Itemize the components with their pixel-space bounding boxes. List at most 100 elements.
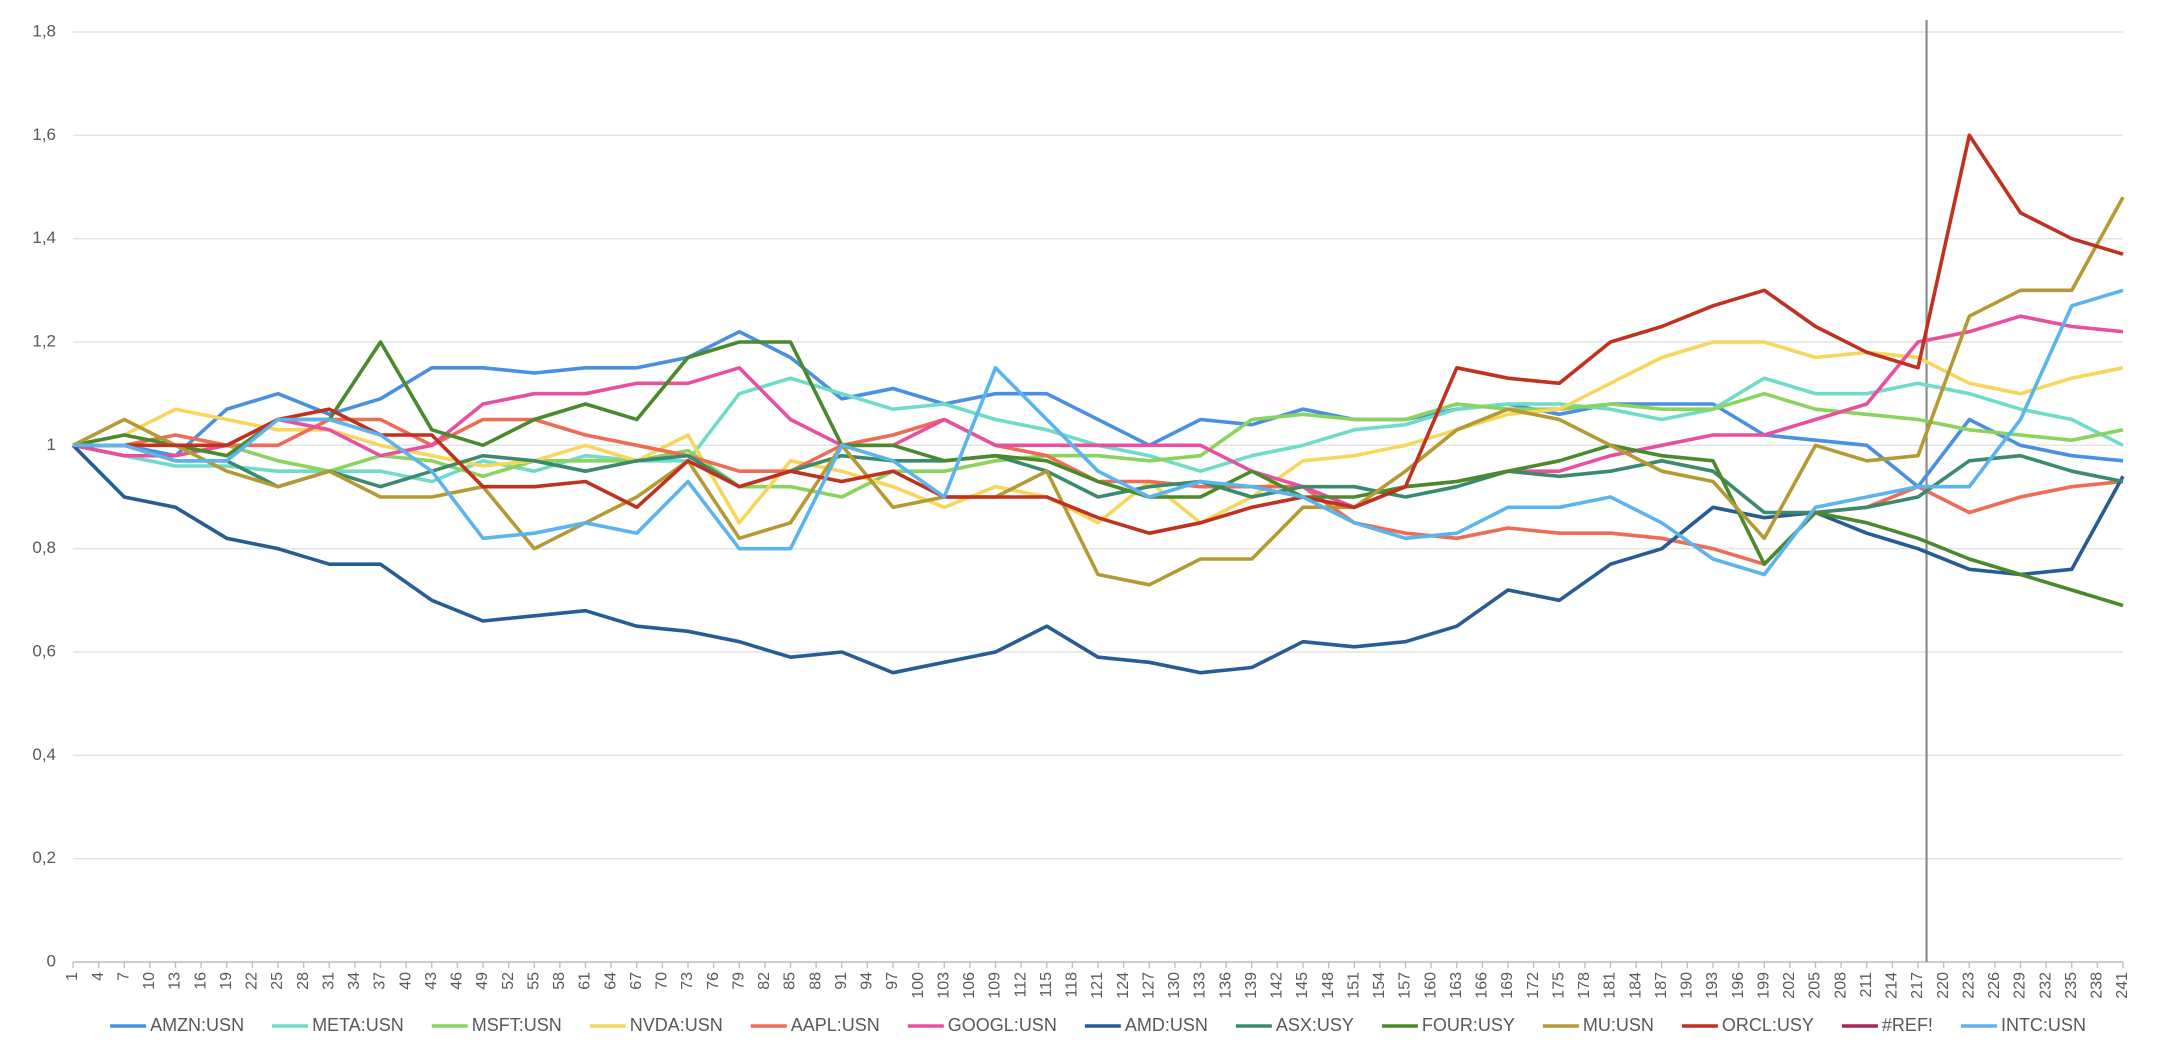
- y-tick-label: 0,6: [32, 641, 56, 660]
- x-tick-label: 49: [474, 972, 491, 990]
- x-tick-label: 34: [346, 972, 363, 990]
- series-line: [72, 376, 2124, 484]
- x-tick-label: 187: [1653, 972, 1670, 999]
- x-tick-label: 220: [1935, 972, 1952, 999]
- x-tick-label: 184: [1627, 972, 1644, 999]
- x-tick-label: 181: [1602, 972, 1619, 999]
- x-tick-label: 154: [1371, 972, 1388, 999]
- y-tick-label: 0,2: [32, 848, 56, 867]
- x-tick-label: 166: [1474, 972, 1491, 999]
- x-tick-label: 91: [833, 972, 850, 990]
- legend-label: NVDA:USN: [630, 1015, 723, 1035]
- x-tick-label: 61: [577, 972, 594, 990]
- x-tick-label: 199: [1755, 972, 1772, 999]
- x-tick-label: 118: [1064, 972, 1081, 998]
- x-tick-label: 139: [1243, 972, 1260, 999]
- y-tick-label: 1,4: [32, 228, 56, 247]
- x-tick-label: 43: [423, 972, 440, 990]
- legend-label: ORCL:USY: [1722, 1015, 1814, 1035]
- x-tick-label: 133: [1192, 972, 1209, 999]
- x-tick-label: 31: [320, 972, 337, 990]
- x-tick-label: 13: [167, 972, 184, 990]
- x-tick-label: 124: [1115, 972, 1132, 999]
- series-line: [73, 288, 2124, 577]
- x-tick-label: 88: [807, 972, 824, 990]
- y-tick-label: 0,4: [32, 745, 56, 764]
- x-tick-label: 169: [1499, 972, 1516, 999]
- x-tick-label: 67: [628, 972, 645, 990]
- series-line: [73, 133, 2124, 535]
- x-tick-label: 28: [295, 972, 312, 990]
- x-tick-label: 193: [1704, 972, 1721, 999]
- x-tick-label: 73: [679, 972, 696, 990]
- legend-label: AMD:USN: [1125, 1015, 1208, 1035]
- legend-label: ASX:USY: [1276, 1015, 1354, 1035]
- x-tick-label: 238: [2089, 972, 2106, 999]
- x-tick-label: 232: [2037, 972, 2054, 999]
- x-tick-label: 226: [1986, 972, 2003, 999]
- legend-label: AMZN:USN: [150, 1015, 244, 1035]
- series-line: [72, 340, 2124, 525]
- x-tick-label: 208: [1832, 972, 1849, 999]
- x-tick-label: 94: [859, 972, 876, 990]
- x-tick-label: 142: [1269, 972, 1286, 999]
- x-tick-label: 58: [551, 972, 568, 990]
- x-tick-label: 172: [1525, 972, 1542, 999]
- x-tick-label: 178: [1576, 972, 1593, 999]
- x-tick-label: 103: [935, 972, 952, 999]
- x-tick-label: 157: [1397, 972, 1414, 999]
- x-tick-label: 46: [449, 972, 466, 990]
- x-tick-label: 4: [90, 972, 107, 981]
- y-tick-label: 1,8: [32, 21, 56, 40]
- x-tick-label: 229: [2012, 972, 2029, 999]
- x-tick-label: 37: [372, 972, 389, 990]
- legend-label: GOOGL:USN: [948, 1015, 1057, 1035]
- x-tick-label: 223: [1960, 972, 1977, 999]
- legend-label: MU:USN: [1583, 1015, 1654, 1035]
- x-tick-label: 1: [64, 972, 81, 981]
- series-line: [72, 340, 2124, 608]
- x-tick-label: 19: [218, 972, 235, 990]
- x-tick-label: 145: [1294, 972, 1311, 999]
- x-tick-label: 100: [910, 972, 927, 999]
- x-tick-label: 52: [500, 972, 517, 990]
- x-tick-label: 112: [1012, 972, 1029, 998]
- x-tick-label: 40: [397, 972, 414, 990]
- x-tick-label: 151: [1345, 972, 1362, 999]
- x-tick-label: 82: [756, 972, 773, 990]
- x-tick-label: 25: [269, 972, 286, 990]
- x-tick-label: 163: [1448, 972, 1465, 999]
- legend-label: FOUR:USY: [1422, 1015, 1515, 1035]
- x-tick-label: 175: [1550, 972, 1567, 999]
- legend-label: META:USN: [312, 1015, 404, 1035]
- x-tick-label: 127: [1140, 972, 1157, 999]
- series-line: [71, 444, 2125, 675]
- legend-label: #REF!: [1882, 1015, 1933, 1035]
- x-tick-label: 190: [1679, 972, 1696, 999]
- y-tick-label: 1: [47, 435, 56, 454]
- legend-label: AAPL:USN: [791, 1015, 880, 1035]
- x-tick-label: 235: [2063, 972, 2080, 999]
- x-tick-label: 196: [1730, 972, 1747, 999]
- series-line: [73, 443, 2124, 515]
- legend: AMZN:USN META:USN MSFT:USN NVDA:USN AAPL:USN…: [110, 1015, 2086, 1035]
- y-tick-label: 1,6: [32, 125, 56, 144]
- y-tick-label: 1,2: [32, 331, 56, 350]
- series-line: [72, 196, 2125, 587]
- x-tick-label: 148: [1320, 972, 1337, 999]
- x-tick-label: 121: [1089, 972, 1106, 999]
- series-line: [73, 329, 2124, 489]
- x-tick-label: 109: [987, 972, 1004, 999]
- series-line: [72, 314, 2124, 510]
- x-tick-label: 7: [115, 972, 132, 981]
- x-tick-label: 130: [1166, 972, 1183, 999]
- x-tick-label: 136: [1217, 972, 1234, 999]
- x-tick-label: 16: [192, 972, 209, 990]
- x-tick-label: 70: [654, 972, 671, 990]
- x-tick-label: 205: [1807, 972, 1824, 999]
- legend-label: MSFT:USN: [472, 1015, 562, 1035]
- x-tick-label: 22: [244, 972, 261, 990]
- x-tick-label: 211: [1858, 972, 1875, 998]
